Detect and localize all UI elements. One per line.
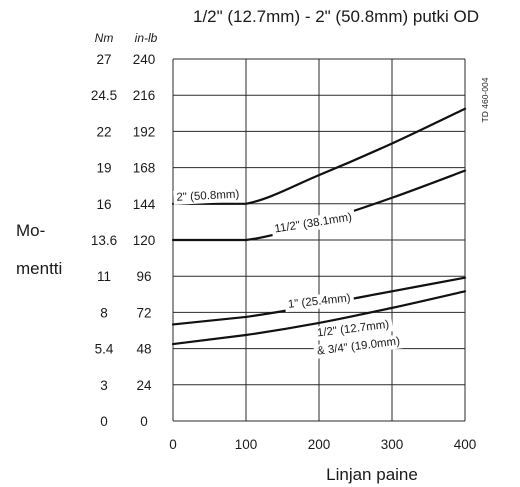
curve-label: 2" (50.8mm) bbox=[176, 188, 240, 203]
series-line-1 bbox=[171, 107, 467, 205]
y-tick-label-inlb: 0 bbox=[140, 414, 148, 429]
curve-label-background bbox=[173, 187, 243, 205]
curve-label-background bbox=[270, 209, 357, 237]
curve-label: 11/2" (38.1mm) bbox=[274, 211, 353, 235]
document-code: TD 460-004 bbox=[480, 77, 490, 122]
y-tick-label-nm: 3 bbox=[100, 378, 108, 393]
y-tick-label-inlb: 120 bbox=[133, 233, 156, 248]
y-tick-label-nm: 0 bbox=[100, 414, 108, 429]
x-axis-label: Linjan paine bbox=[326, 465, 418, 484]
y-axis-label-line-1: Mo- bbox=[16, 221, 45, 240]
y-unit-inlb: in-lb bbox=[135, 31, 158, 45]
x-tick-label: 0 bbox=[169, 437, 177, 452]
y-tick-label-inlb: 24 bbox=[136, 378, 152, 393]
y-tick-label-nm: 11 bbox=[97, 269, 111, 284]
y-tick-label-nm: 24.5 bbox=[91, 88, 117, 103]
y-tick-label-nm: 13.6 bbox=[91, 233, 117, 248]
y-tick-label-nm: 5.4 bbox=[95, 342, 114, 357]
y-tick-label-inlb: 192 bbox=[133, 124, 156, 139]
y-axis-label-line-2: mentti bbox=[16, 259, 62, 278]
y-tick-label-inlb: 48 bbox=[136, 342, 151, 357]
curve-label-background bbox=[313, 334, 404, 359]
x-tick-label: 300 bbox=[381, 437, 404, 452]
y-tick-label-nm: 16 bbox=[96, 197, 111, 212]
y-tick-label-nm: 8 bbox=[100, 305, 108, 320]
x-tick-label: 200 bbox=[308, 437, 331, 452]
y-tick-label-nm: 27 bbox=[96, 52, 111, 67]
curve-labels: 2" (50.8mm)11/2" (38.1mm)1" (25.4mm)1/2"… bbox=[173, 187, 404, 359]
y-unit-nm: Nm bbox=[95, 31, 114, 45]
x-tick-label: 400 bbox=[454, 437, 477, 452]
tick-labels: 0 0 24 3 48 5.4 72 8 96 11 120 13.6 144 16 168 19 192 22 2… bbox=[91, 52, 476, 452]
series-line-4 bbox=[171, 290, 467, 346]
y-tick-label-nm: 19 bbox=[96, 161, 111, 176]
curve-label-background bbox=[313, 317, 394, 341]
chart-title: 1/2" (12.7mm) - 2" (50.8mm) putki OD bbox=[193, 7, 479, 26]
y-tick-label-inlb: 240 bbox=[133, 52, 156, 67]
curve-label-background bbox=[284, 291, 355, 313]
y-tick-label-nm: 22 bbox=[96, 124, 111, 139]
y-tick-label-inlb: 216 bbox=[133, 88, 156, 103]
y-tick-label-inlb: 72 bbox=[136, 305, 151, 320]
x-tick-label: 100 bbox=[235, 437, 258, 452]
y-tick-label-inlb: 96 bbox=[136, 269, 151, 284]
y-tick-label-inlb: 144 bbox=[133, 197, 156, 212]
y-tick-label-inlb: 168 bbox=[133, 161, 156, 176]
